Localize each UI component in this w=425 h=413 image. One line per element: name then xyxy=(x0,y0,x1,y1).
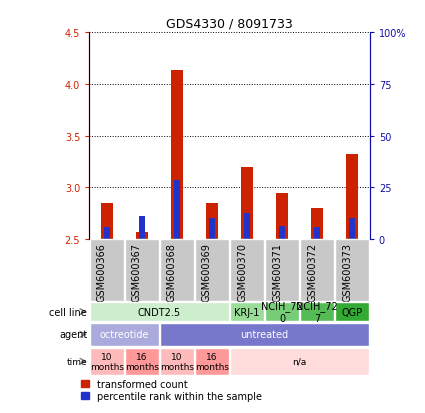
Text: NCIH_72
0: NCIH_72 0 xyxy=(261,301,303,323)
Text: untreated: untreated xyxy=(241,330,289,339)
Text: agent: agent xyxy=(59,330,87,339)
Text: GSM600370: GSM600370 xyxy=(237,243,247,301)
Bar xyxy=(136,232,148,240)
Bar xyxy=(104,227,110,240)
FancyBboxPatch shape xyxy=(300,302,334,321)
FancyBboxPatch shape xyxy=(160,323,369,346)
FancyBboxPatch shape xyxy=(90,348,124,375)
FancyBboxPatch shape xyxy=(230,348,369,375)
Bar xyxy=(314,227,320,240)
Text: cell line: cell line xyxy=(49,307,87,317)
Bar xyxy=(101,204,113,240)
Text: GSM600368: GSM600368 xyxy=(167,243,177,301)
Text: 16
months: 16 months xyxy=(195,352,229,371)
FancyBboxPatch shape xyxy=(230,302,264,321)
Text: 10
months: 10 months xyxy=(90,352,124,371)
FancyBboxPatch shape xyxy=(160,348,194,375)
Text: NCIH_72
7: NCIH_72 7 xyxy=(296,301,338,323)
Legend: transformed count, percentile rank within the sample: transformed count, percentile rank withi… xyxy=(81,379,262,401)
Text: GSM600369: GSM600369 xyxy=(202,243,212,301)
Text: QGP: QGP xyxy=(342,307,363,317)
Bar xyxy=(276,193,288,240)
Bar xyxy=(171,71,183,240)
FancyBboxPatch shape xyxy=(90,302,229,321)
FancyBboxPatch shape xyxy=(195,348,229,375)
Text: GSM600366: GSM600366 xyxy=(97,243,107,301)
FancyBboxPatch shape xyxy=(160,240,194,301)
Text: GSM600371: GSM600371 xyxy=(272,243,282,301)
FancyBboxPatch shape xyxy=(195,240,229,301)
FancyBboxPatch shape xyxy=(300,240,334,301)
Bar xyxy=(279,226,285,240)
FancyBboxPatch shape xyxy=(90,323,159,346)
FancyBboxPatch shape xyxy=(265,302,299,321)
Text: KRJ-1: KRJ-1 xyxy=(234,307,260,317)
FancyBboxPatch shape xyxy=(335,240,369,301)
Bar xyxy=(244,214,250,240)
Text: GSM600373: GSM600373 xyxy=(342,243,352,301)
Text: CNDT2.5: CNDT2.5 xyxy=(138,307,181,317)
FancyBboxPatch shape xyxy=(230,240,264,301)
FancyBboxPatch shape xyxy=(265,240,299,301)
Bar xyxy=(139,217,145,240)
Bar xyxy=(311,209,323,240)
FancyBboxPatch shape xyxy=(335,302,369,321)
Text: octreotide: octreotide xyxy=(99,330,149,339)
FancyBboxPatch shape xyxy=(125,240,159,301)
Bar xyxy=(206,204,218,240)
Title: GDS4330 / 8091733: GDS4330 / 8091733 xyxy=(166,17,293,31)
Text: n/a: n/a xyxy=(292,357,307,366)
FancyBboxPatch shape xyxy=(90,240,124,301)
Bar xyxy=(241,167,253,240)
Text: 10
months: 10 months xyxy=(160,352,194,371)
Bar xyxy=(349,219,355,240)
FancyBboxPatch shape xyxy=(125,348,159,375)
Text: time: time xyxy=(66,357,87,366)
Text: GSM600372: GSM600372 xyxy=(307,243,317,301)
Bar xyxy=(346,155,358,240)
Text: GSM600367: GSM600367 xyxy=(132,243,142,301)
Bar xyxy=(174,181,180,240)
Bar xyxy=(209,219,215,240)
Text: 16
months: 16 months xyxy=(125,352,159,371)
